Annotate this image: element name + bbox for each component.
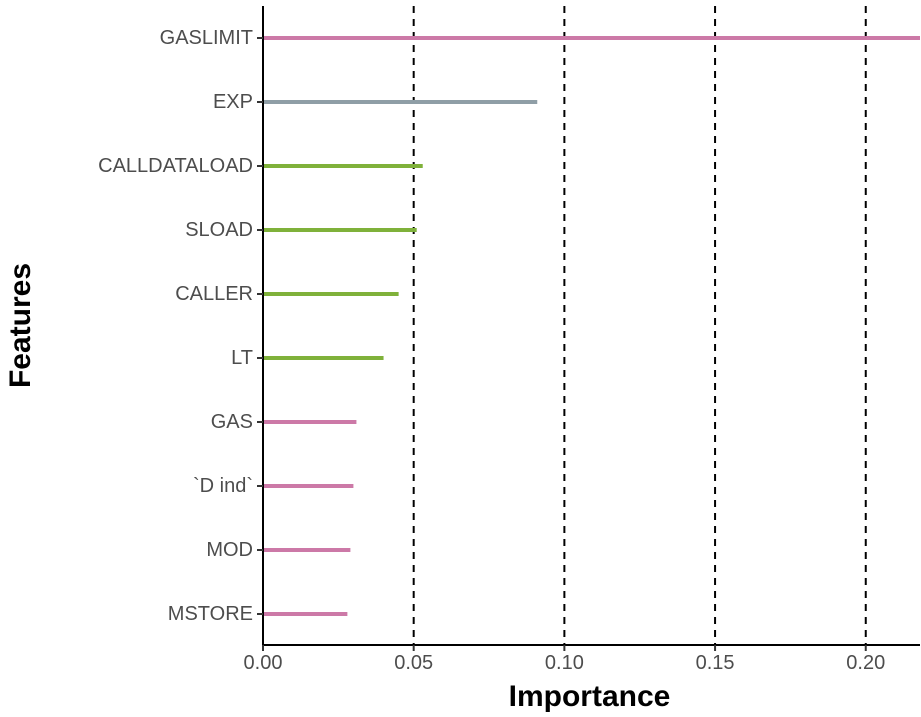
axes [262,6,920,646]
y-tick-label-4: CALLER [175,283,253,305]
y-tick-label-7: `D ind` [193,475,253,497]
bar-series [263,36,920,616]
x-axis-title: Importance [509,680,671,713]
x-axis-ticks: 0.00 0.05 0.10 0.15 0.20 [244,645,885,674]
x-tick-label-0: 0.00 [244,652,283,674]
y-tick-label-2: CALLDATALOAD [98,155,253,177]
x-tick-label-3: 0.15 [696,652,735,674]
y-tick-label-8: MOD [206,539,253,561]
y-tick-label-5: LT [231,347,253,369]
y-tick-label-3: SLOAD [185,219,253,241]
y-axis-title: Features [4,263,37,388]
y-tick-label-1: EXP [213,91,253,113]
x-tick-label-4: 0.20 [846,652,885,674]
x-tick-label-1: 0.05 [394,652,433,674]
y-tick-label-9: MSTORE [168,603,253,625]
x-tick-label-2: 0.10 [545,652,584,674]
y-tick-label-0: GASLIMIT [160,27,253,49]
y-tick-label-6: GAS [211,411,253,433]
y-axis-ticks: GASLIMIT EXP CALLDATALOAD SLOAD CALLER LT GAS `… [98,27,263,625]
reference-lines [412,6,867,645]
